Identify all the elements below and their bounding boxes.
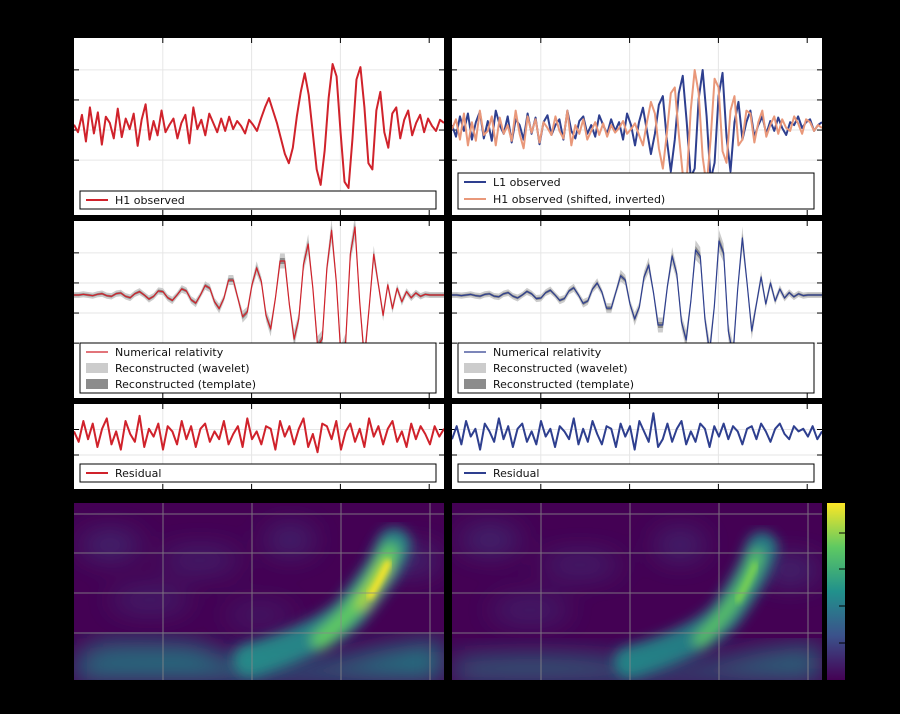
colorbar-ticks — [839, 532, 845, 644]
strain-l1-legend-label-0: L1 observed — [493, 176, 561, 189]
reconstructed-h1-legend-label-2: Reconstructed (template) — [115, 378, 256, 391]
strain-h1-legend: H1 observed — [79, 190, 437, 210]
spectrogram-h1-floor — [74, 638, 444, 680]
residual-l1-series-0 — [452, 412, 822, 451]
reconstructed-l1-legend-label-1: Reconstructed (wavelet) — [493, 362, 628, 375]
colorbar-gradient — [827, 503, 845, 680]
strain-l1-legend-box — [457, 172, 815, 210]
spectrogram-h1-noise — [80, 526, 440, 624]
spectrogram-h1-panel — [74, 503, 444, 680]
strain-l1-series-1 — [452, 69, 822, 187]
spectrogram-l1-peak — [735, 562, 758, 603]
strain-h1-ticks — [74, 38, 444, 215]
reconstructed-h1-ticks — [74, 221, 444, 398]
reconstructed-h1-legend-label-1: Reconstructed (wavelet) — [115, 362, 250, 375]
strain-l1-legend-label-1: H1 observed (shifted, inverted) — [493, 193, 665, 206]
residual-l1-legend-label-0: Residual — [493, 467, 539, 480]
residual-h1-ticks — [74, 404, 444, 489]
strain-h1-legend-box — [79, 190, 437, 210]
spectrogram-l1-noise — [460, 528, 820, 620]
residual-l1-legend-box — [457, 463, 815, 483]
residual-l1-panel: Residual — [452, 404, 822, 489]
reconstructed-l1-legend-swatch-2 — [464, 379, 486, 389]
residual-h1-panel: Residual — [74, 404, 444, 489]
reconstructed-l1-legend: Numerical relativity Reconstructed (wavel… — [457, 342, 815, 394]
reconstructed-l1-series-0 — [452, 237, 822, 356]
strain-l1-panel: L1 observed H1 observed (shifted, inverte… — [452, 38, 822, 215]
reconstructed-h1-legend: Numerical relativity Reconstructed (wavel… — [79, 342, 437, 394]
strain-h1-series-0 — [74, 63, 444, 189]
reconstructed-h1-legend-swatch-2 — [86, 379, 108, 389]
strain-h1-legend-label-0: H1 observed — [115, 194, 185, 207]
reconstructed-l1-legend-box — [457, 342, 815, 394]
residual-h1-legend-box — [79, 463, 437, 483]
reconstructed-l1-wavelet-band — [452, 226, 822, 367]
reconstructed-h1-legend-swatch-1 — [86, 363, 108, 373]
reconstructed-l1-legend-label-2: Reconstructed (template) — [493, 378, 634, 391]
reconstructed-h1-legend-label-0: Numerical relativity — [115, 346, 224, 359]
colorbar — [827, 503, 845, 680]
residual-l1-legend: Residual — [457, 463, 815, 483]
spectrogram-l1-grid — [452, 503, 822, 680]
strain-h1-panel: H1 observed — [74, 38, 444, 215]
reconstructed-l1-legend-swatch-1 — [464, 363, 486, 373]
reconstructed-l1-legend-label-0: Numerical relativity — [493, 346, 602, 359]
reconstructed-l1-ticks — [452, 221, 822, 398]
reconstructed-h1-legend-box — [79, 342, 437, 394]
spectrogram-l1-floor — [452, 645, 822, 680]
spectrogram-h1-grid — [74, 503, 444, 680]
residual-h1-legend-label-0: Residual — [115, 467, 161, 480]
reconstructed-h1-series-0 — [74, 226, 444, 361]
residual-h1-legend: Residual — [79, 463, 437, 483]
reconstructed-l1-panel: Numerical relativity Reconstructed (wavel… — [452, 221, 822, 398]
spectrogram-l1-panel — [452, 503, 822, 680]
residual-h1-series-0 — [74, 414, 444, 454]
reconstructed-h1-panel: Numerical relativity Reconstructed (wavel… — [74, 221, 444, 398]
strain-l1-legend: L1 observed H1 observed (shifted, inverte… — [457, 172, 815, 210]
